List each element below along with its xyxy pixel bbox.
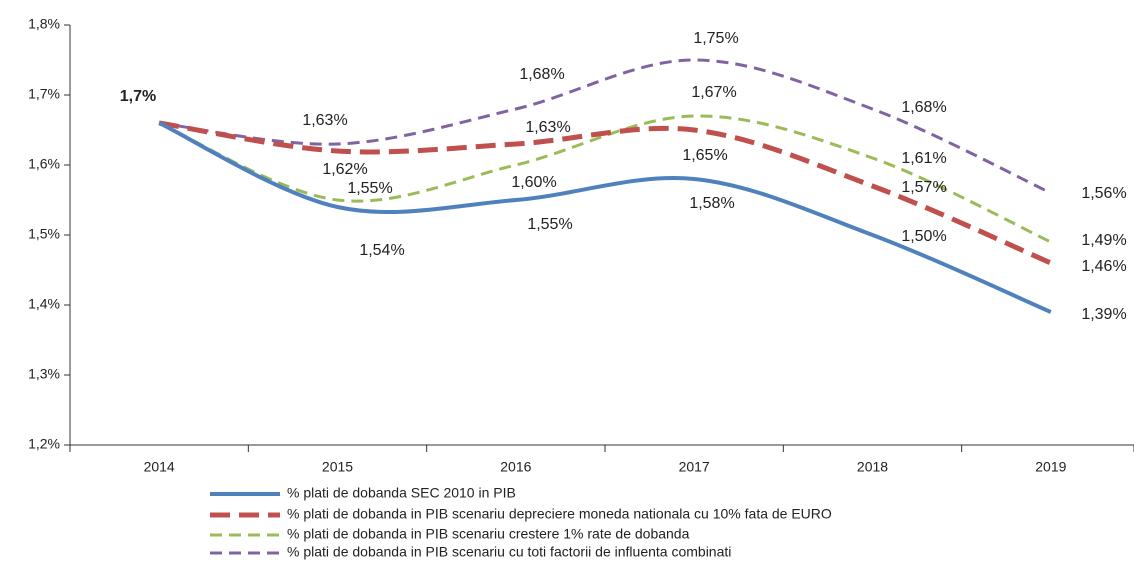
data-label: 1,49% [1081, 232, 1126, 249]
data-label: 1,57% [901, 179, 946, 196]
data-label: 1,63% [302, 112, 347, 129]
x-tick-label: 2016 [500, 459, 531, 475]
y-tick-label: 1,8% [28, 16, 60, 32]
data-label: 1,68% [519, 66, 564, 83]
data-label: 1,39% [1081, 306, 1126, 323]
y-tick-label: 1,7% [28, 86, 60, 102]
data-label: 1,61% [901, 150, 946, 167]
x-tick-label: 2017 [679, 459, 710, 475]
data-label: 1,67% [691, 84, 736, 101]
y-tick-label: 1,2% [28, 436, 60, 452]
data-label: 1,60% [511, 174, 556, 191]
legend-label: % plati de dobanda SEC 2010 in PIB [287, 485, 516, 501]
x-tick-label: 2018 [857, 459, 888, 475]
data-label: 1,65% [682, 147, 727, 164]
data-label: 1,7% [120, 88, 156, 105]
data-label: 1,55% [527, 216, 572, 233]
x-tick-label: 2014 [144, 459, 175, 475]
data-label: 1,63% [525, 119, 570, 136]
y-tick-label: 1,5% [28, 226, 60, 242]
y-tick-label: 1,3% [28, 366, 60, 382]
data-label: 1,75% [693, 30, 738, 47]
data-label: 1,56% [1081, 185, 1126, 202]
legend-label: % plati de dobanda in PIB scenariu depre… [287, 506, 832, 522]
legend-label: % plati de dobanda in PIB scenariu crest… [287, 526, 690, 542]
series-line [158, 58, 1052, 195]
data-label: 1,46% [1081, 258, 1126, 275]
data-label: 1,50% [901, 228, 946, 245]
legend-label: % plati de dobanda in PIB scenariu cu to… [287, 544, 731, 560]
data-label: 1,58% [689, 195, 734, 212]
series-line [158, 114, 1052, 244]
x-tick-label: 2019 [1035, 459, 1066, 475]
series-line [158, 120, 1052, 266]
y-tick-label: 1,6% [28, 156, 60, 172]
data-label: 1,54% [359, 242, 404, 259]
y-tick-label: 1,4% [28, 296, 60, 312]
data-label: 1,68% [901, 99, 946, 116]
data-label: 1,55% [347, 180, 392, 197]
x-tick-label: 2015 [322, 459, 353, 475]
data-label: 1,62% [322, 161, 367, 178]
series-line [158, 121, 1052, 314]
